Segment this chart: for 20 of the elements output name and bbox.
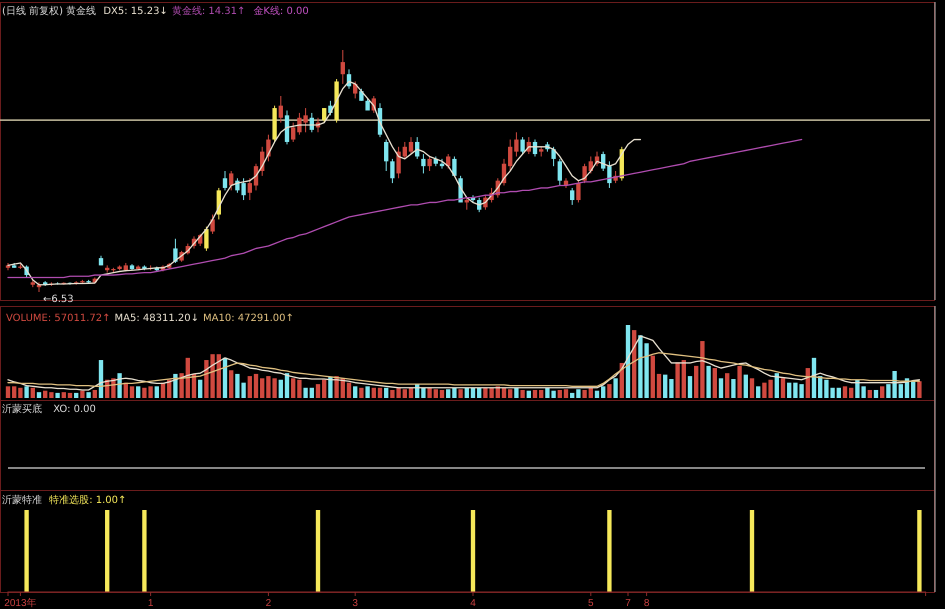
text: ←6.53 (43, 294, 74, 305)
text: XO: 0.00 (53, 404, 96, 415)
series-label: 特准选股: 1.00↑ (49, 494, 126, 506)
x-tick-label: 5 (588, 598, 594, 609)
text: MA5: 48311.20↓ (114, 312, 200, 324)
x-tick-label: 2 (266, 598, 272, 609)
chart-title: 沂蒙特准 (2, 494, 46, 506)
x-tick-label: 8 (644, 598, 650, 609)
text: DX5: 15.23↓ (103, 6, 168, 17)
x-tick-label: 1 (148, 598, 154, 609)
chart-title: (日线 前复权) 黄金线 (2, 4, 100, 17)
text: VOLUME: 57011.72↑ (6, 312, 111, 324)
x-tick-label: 4 (470, 598, 476, 609)
text: 沂蒙买底 (2, 402, 46, 415)
x-tick-label: 3 (352, 598, 358, 609)
text: 黄金线: 14.31↑ (172, 4, 246, 17)
text: MA10: 47291.00↑ (203, 312, 294, 324)
x-tick-label: 2013年 (4, 597, 37, 609)
text: 金K线: 0.00 (253, 4, 309, 17)
x-tick-label: 7 (625, 598, 632, 609)
